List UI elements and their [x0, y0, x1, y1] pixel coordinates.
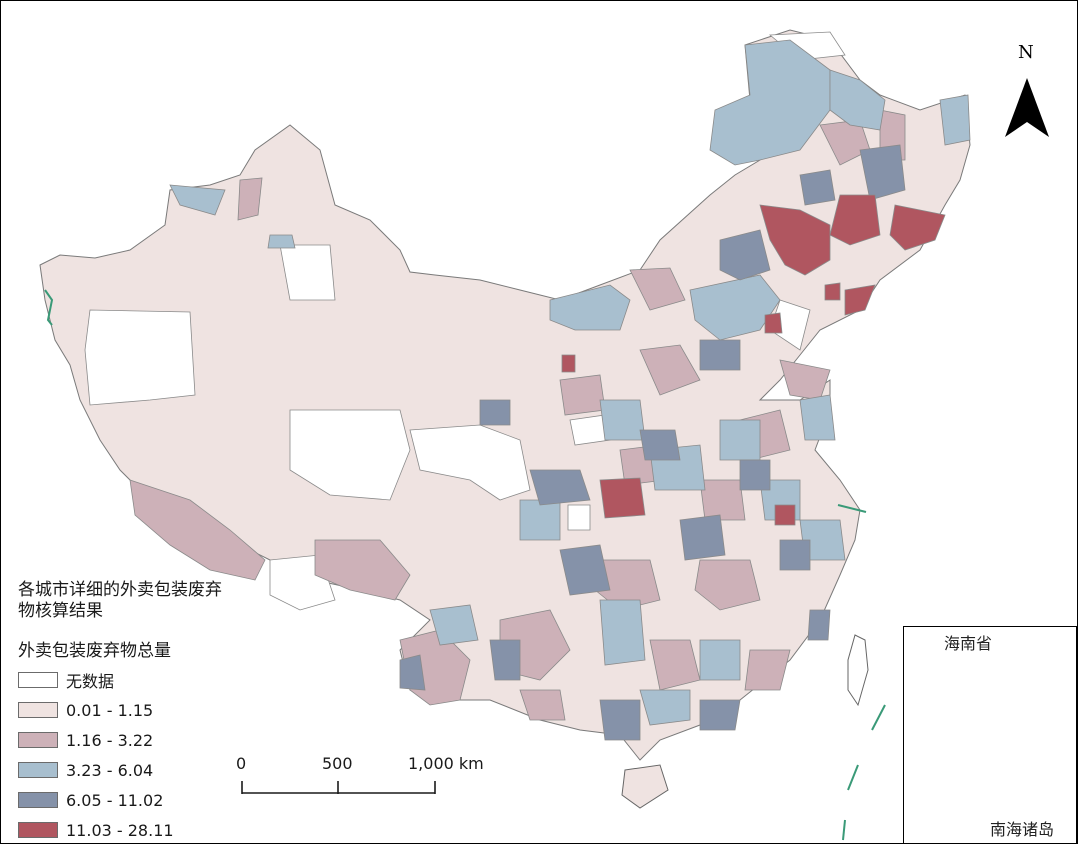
- legend-swatch: [18, 702, 58, 718]
- scale-tick-0: 0: [236, 754, 247, 773]
- inset-south-sea-islands-label: 南海诸岛: [990, 820, 1055, 839]
- legend-swatch: [18, 672, 58, 688]
- legend-swatch: [18, 762, 58, 778]
- legend-title: 各城市详细的外卖包装废弃物核算结果: [18, 580, 222, 621]
- legend-item-class-4: 6.05 - 11.02: [18, 785, 228, 815]
- taiwan-and-islands: [621, 634, 869, 809]
- region-group-nodata: [84, 31, 846, 611]
- legend-item-class-3: 3.23 - 6.04: [18, 755, 228, 785]
- region-group-class-4: [399, 144, 906, 741]
- north-label: N: [1018, 42, 1034, 63]
- legend-item-class-1: 0.01 - 1.15: [18, 695, 228, 725]
- north-arrow-icon: [1005, 78, 1049, 137]
- legend-label: 3.23 - 6.04: [66, 760, 154, 780]
- scale-bar: [241, 781, 436, 794]
- legend-label: 11.03 - 28.11: [66, 820, 174, 840]
- map-legend: 各城市详细的外卖包装废弃物核算结果 外卖包装废弃物总量 无数据 0.01 - 1…: [18, 580, 228, 845]
- dashed-boundary-lines: [44, 289, 886, 841]
- legend-swatch: [18, 792, 58, 808]
- legend-label: 6.05 - 11.02: [66, 790, 164, 810]
- legend-item-class-5: 11.03 - 28.11: [18, 815, 228, 845]
- legend-item-class-2: 1.16 - 3.22: [18, 725, 228, 755]
- region-group-class-3: [169, 39, 971, 726]
- legend-swatch: [18, 732, 58, 748]
- legend-label: 0.01 - 1.15: [66, 700, 154, 720]
- region-group-class-5: [561, 194, 946, 526]
- inset-frame: [903, 626, 1077, 844]
- scale-tick-1000: 1,000 km: [408, 754, 484, 773]
- scale-tick-500: 500: [322, 754, 353, 773]
- inset-hainan-label: 海南省: [944, 634, 993, 653]
- legend-label: 1.16 - 3.22: [66, 730, 154, 750]
- legend-swatch: [18, 822, 58, 838]
- legend-label: 无数据: [66, 672, 115, 691]
- legend-subtitle: 外卖包装废弃物总量: [18, 641, 171, 661]
- legend-item-no-data: 无数据: [18, 665, 228, 695]
